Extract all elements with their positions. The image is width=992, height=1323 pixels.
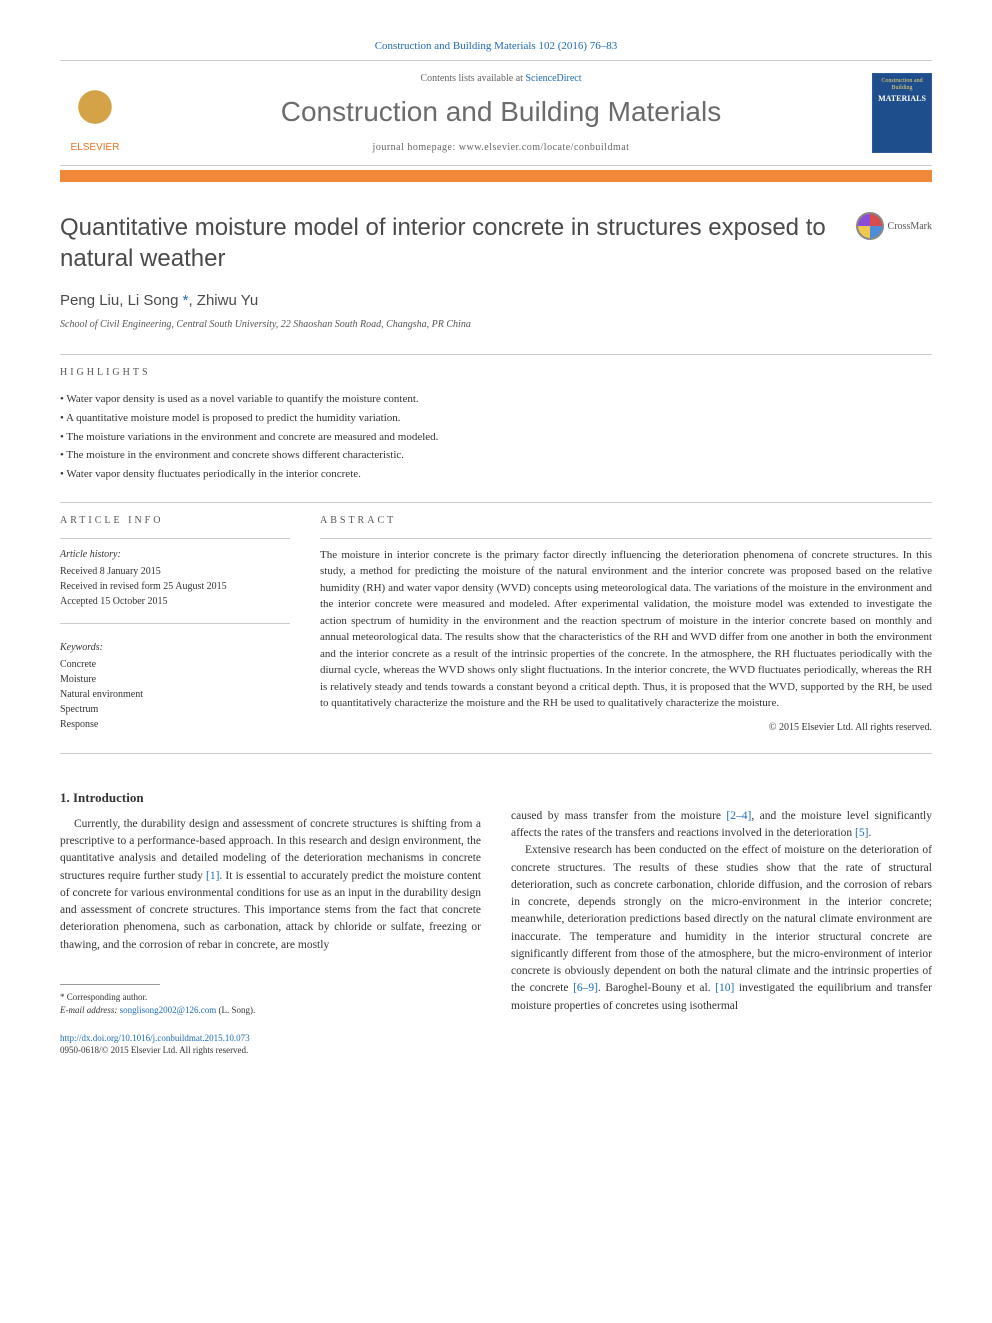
body-paragraph: Currently, the durability design and ass…: [60, 816, 481, 954]
citation-bar: Construction and Building Materials 102 …: [60, 40, 932, 52]
issn-copyright: 0950-0618/© 2015 Elsevier Ltd. All right…: [60, 1045, 248, 1055]
citation-ref[interactable]: [1]: [206, 870, 219, 882]
corresponding-footnote: * Corresponding author. E-mail address: …: [60, 991, 481, 1018]
affiliation: School of Civil Engineering, Central Sou…: [60, 319, 932, 330]
cover-title-top: Construction and Building: [877, 78, 927, 92]
doi-block: http://dx.doi.org/10.1016/j.conbuildmat.…: [60, 1032, 481, 1057]
homepage-url[interactable]: www.elsevier.com/locate/conbuildmat: [459, 142, 630, 153]
author: Li Song: [128, 292, 179, 309]
history-item: Received 8 January 2015: [60, 564, 290, 579]
citation-ref[interactable]: [6–9]: [573, 982, 598, 994]
abstract-text: The moisture in interior concrete is the…: [320, 547, 932, 712]
article-info-block: Article history: Received 8 January 2015…: [60, 547, 290, 732]
email-link[interactable]: songlisong2002@126.com: [120, 1005, 217, 1015]
body-text: caused by mass transfer from the moistur…: [511, 810, 726, 822]
body-paragraph: caused by mass transfer from the moistur…: [511, 808, 932, 843]
body-text: Extensive research has been conducted on…: [511, 844, 932, 994]
authors-line: Peng Liu, Li Song *, Zhiwu Yu: [60, 292, 932, 309]
article-info-label: ARTICLE INFO: [60, 515, 290, 526]
author: Peng Liu: [60, 292, 119, 309]
accent-bar: [60, 170, 932, 182]
highlights-list: Water vapor density is used as a novel v…: [60, 390, 932, 483]
history-item: Received in revised form 25 August 2015: [60, 579, 290, 594]
article-title: Quantitative moisture model of interior …: [60, 212, 856, 274]
highlight-item: The moisture variations in the environme…: [60, 428, 932, 447]
citation-ref[interactable]: [5]: [855, 827, 868, 839]
keyword: Natural environment: [60, 687, 290, 702]
body-text: . Baroghel-Bouny et al.: [598, 982, 715, 994]
keyword: Response: [60, 717, 290, 732]
contents-prefix: Contents lists available at: [420, 73, 525, 84]
keyword: Concrete: [60, 657, 290, 672]
author: Zhiwu Yu: [197, 292, 258, 309]
email-label: E-mail address:: [60, 1005, 120, 1015]
doi-link[interactable]: http://dx.doi.org/10.1016/j.conbuildmat.…: [60, 1033, 250, 1043]
abstract-label: ABSTRACT: [320, 515, 932, 526]
crossmark-badge[interactable]: CrossMark: [856, 212, 932, 240]
highlight-item: The moisture in the environment and conc…: [60, 446, 932, 465]
highlight-item: A quantitative moisture model is propose…: [60, 409, 932, 428]
section-heading: 1. Introduction: [60, 790, 481, 806]
crossmark-icon: [856, 212, 884, 240]
journal-header: ELSEVIER Contents lists available at Sci…: [60, 60, 932, 166]
publisher-name: ELSEVIER: [71, 142, 120, 153]
journal-cover-thumbnail: Construction and Building MATERIALS: [872, 73, 932, 153]
crossmark-label: CrossMark: [888, 221, 932, 232]
keyword: Spectrum: [60, 702, 290, 717]
elsevier-tree-icon: [70, 85, 120, 140]
highlight-item: Water vapor density is used as a novel v…: [60, 390, 932, 409]
citation-ref[interactable]: [10]: [715, 982, 734, 994]
highlight-item: Water vapor density fluctuates periodica…: [60, 465, 932, 484]
highlights-label: HIGHLIGHTS: [60, 367, 932, 378]
body-paragraph: Extensive research has been conducted on…: [511, 842, 932, 1015]
corresponding-asterisk: *: [183, 292, 189, 309]
cover-title-main: MATERIALS: [878, 94, 926, 103]
publisher-logo: ELSEVIER: [60, 73, 130, 153]
homepage-prefix: journal homepage:: [373, 142, 459, 153]
keyword: Moisture: [60, 672, 290, 687]
journal-name: Construction and Building Materials: [130, 96, 872, 128]
citation-ref[interactable]: [2–4]: [726, 810, 751, 822]
homepage-line: journal homepage: www.elsevier.com/locat…: [130, 142, 872, 153]
footnote-line: * Corresponding author.: [60, 991, 481, 1005]
sciencedirect-link[interactable]: ScienceDirect: [525, 73, 581, 84]
body-text: .: [868, 827, 871, 839]
email-suffix: (L. Song).: [216, 1005, 255, 1015]
keywords-label: Keywords:: [60, 640, 290, 655]
history-item: Accepted 15 October 2015: [60, 594, 290, 609]
contents-line: Contents lists available at ScienceDirec…: [130, 73, 872, 84]
abstract-copyright: © 2015 Elsevier Ltd. All rights reserved…: [320, 722, 932, 733]
history-label: Article history:: [60, 547, 290, 562]
